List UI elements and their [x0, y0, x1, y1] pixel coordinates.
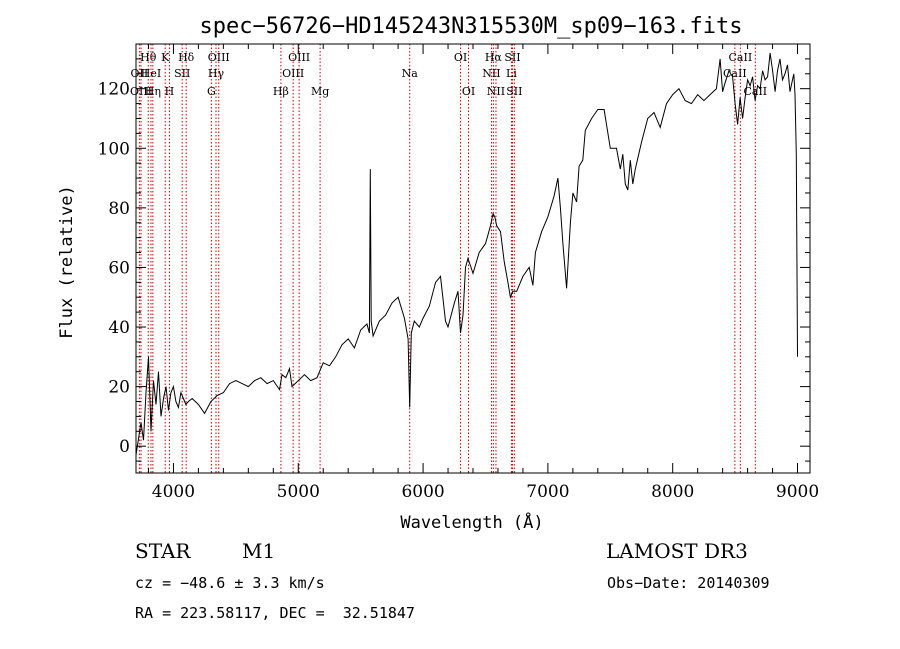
spectral-line-markers	[138, 44, 756, 473]
spectral-line-label: CaII	[743, 85, 767, 98]
plot-frame	[135, 43, 811, 474]
spectral-line-label: Hγ	[208, 67, 225, 80]
spectral-line-label: Hδ	[178, 51, 195, 64]
y-axis-label: Flux (relative)	[57, 185, 77, 339]
spectral-line-label: OIII	[282, 67, 304, 80]
survey-name: LAMOST DR3	[606, 539, 748, 563]
spectral-line-label: NII	[482, 67, 500, 80]
spectral-line-label: OI	[454, 51, 467, 64]
spectral-line-label: HeI	[141, 67, 161, 80]
spectral-line-label: K	[161, 51, 170, 64]
spectral-line-label: Hβ	[273, 85, 289, 98]
y-tick-label: 20	[108, 378, 130, 398]
spectral-line-label: SII	[174, 67, 190, 80]
spectral-line-label: Hη	[145, 85, 161, 98]
spectral-line-label: OII	[131, 67, 149, 80]
spectral-line-label: SII	[504, 51, 520, 64]
spectral-line-label: OIII	[288, 51, 310, 64]
spectral-line-label: CaII	[729, 51, 753, 64]
spectral-line-label: OI	[462, 85, 475, 98]
spectral-line-label: Li	[506, 67, 517, 80]
spectral-line-label: Hα	[485, 51, 503, 64]
spectral-line-label: Na	[402, 67, 419, 80]
x-tick-label: 7000	[526, 482, 569, 502]
spectral-line-label: OIII	[208, 51, 230, 64]
redshift-cz: cz = −48.6 ± 3.3 km/s	[135, 574, 325, 592]
y-tick-label: 80	[108, 199, 130, 219]
spectral-line-label: Mg	[311, 85, 329, 98]
spectral-line-label: H	[165, 85, 175, 98]
spectral-line-label: OIII	[130, 85, 152, 98]
y-tick-label: 0	[119, 437, 130, 457]
object-class: STAR	[135, 539, 191, 563]
spectral-line-label: G	[207, 85, 216, 98]
coordinates: RA = 223.58117, DEC = 32.51847	[135, 604, 415, 622]
x-tick-label: 9000	[776, 482, 819, 502]
x-axis-label: Wavelength (Å)	[400, 511, 543, 533]
spectral-line-label: NII	[487, 85, 505, 98]
axis-ticks: 4000 5000 6000 7000 8000 9000 0 20 40 60 80 100 120	[98, 43, 819, 502]
observation-date: Obs−Date: 20140309	[607, 574, 770, 592]
x-tick-label: 6000	[401, 482, 444, 502]
spectrum-series	[135, 52, 798, 456]
y-tick-label: 120	[98, 80, 130, 100]
x-tick-label: 8000	[651, 482, 694, 502]
chart-title: spec−56726−HD145243N315530M_sp09−163.fit…	[199, 14, 742, 39]
y-tick-label: 40	[108, 318, 130, 338]
object-subclass: M1	[242, 539, 276, 563]
spectral-line-label: Hθ	[140, 51, 157, 64]
y-tick-label: 60	[108, 258, 130, 278]
x-tick-label: 5000	[277, 482, 320, 502]
spectral-line-label: CaII	[723, 67, 747, 80]
x-tick-label: 4000	[152, 482, 195, 502]
y-tick-label: 100	[98, 139, 130, 159]
spectral-line-label: SII	[506, 85, 522, 98]
